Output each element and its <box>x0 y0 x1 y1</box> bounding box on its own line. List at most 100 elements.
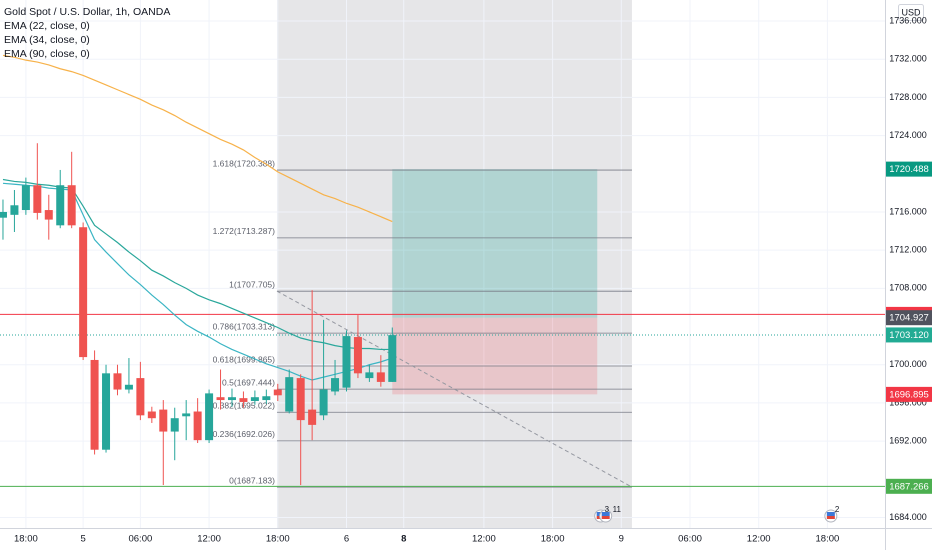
fib-trend-line <box>276 290 633 488</box>
candle-body <box>33 185 42 213</box>
fib-label: 1(1707.705) <box>229 279 275 289</box>
x-tick-label: 8 <box>401 534 406 545</box>
position-target <box>392 169 598 318</box>
price-badge-label: 1696.895 <box>889 389 929 400</box>
price-badge <box>886 386 932 402</box>
candle-body <box>227 397 236 401</box>
candle-body <box>79 227 88 358</box>
price-badge <box>886 161 932 177</box>
fib-label: 0.5(1697.444) <box>222 377 275 387</box>
candle-body <box>285 377 294 412</box>
event-flag <box>826 512 835 516</box>
x-tick-label: 9 <box>619 534 624 545</box>
candle-body <box>365 372 374 379</box>
plot-area: 1.618(1720.388) 1.272(1713.287) 1(1707.705… <box>0 0 885 528</box>
y-tick-label: 1700.000 <box>889 359 927 369</box>
fib-label: 0.618(1699.865) <box>213 354 276 364</box>
x-tick-label: 18:00 <box>541 534 565 545</box>
candle-body <box>10 205 19 215</box>
y-tick-label: 1736.000 <box>889 15 927 25</box>
candle-body <box>0 211 7 218</box>
candle-body <box>273 389 282 396</box>
event-count: 3 <box>605 505 610 514</box>
fib-label: 1.272(1713.287) <box>213 226 276 236</box>
fib-range <box>276 0 632 528</box>
y-tick-label: 1732.000 <box>889 54 927 64</box>
ema-line <box>2 54 393 223</box>
event-flag <box>601 516 610 519</box>
candle-body <box>376 372 385 382</box>
candle-body <box>56 185 65 226</box>
chart-title: Gold Spot / U.S. Dollar, 1h, OANDA <box>4 6 170 18</box>
price-badge-label: 1703.120 <box>889 330 929 341</box>
fib-label: 0.236(1692.026) <box>213 429 276 439</box>
candle-body <box>44 210 53 220</box>
y-tick-label: 1712.000 <box>889 245 927 255</box>
x-tick-label: 18:00 <box>816 534 840 545</box>
candle-body <box>216 397 225 401</box>
x-tick-label: 12:00 <box>197 534 221 545</box>
event-marker: 2 <box>824 505 840 523</box>
candle-body <box>388 335 397 382</box>
legend-entry: EMA (90, close, 0) <box>4 48 90 60</box>
candle-body <box>319 389 328 416</box>
candle-body <box>170 418 179 432</box>
x-tick-label: 18:00 <box>266 534 290 545</box>
candle-body <box>205 393 214 441</box>
candle-body <box>353 337 362 374</box>
y-tick-label: 1696.000 <box>889 397 927 407</box>
event-marker: 3 11 <box>594 505 622 523</box>
x-tick-label: 6 <box>344 534 349 545</box>
candle-body <box>308 409 317 425</box>
header: Gold Spot / U.S. Dollar, 1h, OANDA EMA (… <box>4 6 170 60</box>
y-tick-label: 1692.000 <box>889 435 927 445</box>
candle-body <box>262 396 271 401</box>
position-stop <box>392 317 598 395</box>
fib-label: 1.618(1720.388) <box>213 158 276 168</box>
candle-body <box>239 398 248 402</box>
event-count: 11 <box>613 505 622 514</box>
currency: USD <box>901 7 921 17</box>
fib-label: 0.786(1703.313) <box>213 321 276 331</box>
x-tick-label: 06:00 <box>128 534 152 545</box>
price-badge-label: 1720.488 <box>889 164 929 175</box>
price-badge <box>886 310 932 326</box>
event-flag <box>826 516 835 519</box>
candle-body <box>136 378 145 416</box>
candle-body <box>21 185 30 211</box>
y-tick-label: 1708.000 <box>889 283 927 293</box>
candle-body <box>331 378 340 392</box>
x-tick-label: 5 <box>80 534 85 545</box>
candle-body <box>147 411 156 419</box>
legend-entry: EMA (22, close, 0) <box>4 20 90 32</box>
candle-body <box>250 397 259 402</box>
x-tick-label: 12:00 <box>747 534 771 545</box>
x-tick-label: 12:00 <box>472 534 496 545</box>
candle-body <box>193 411 202 441</box>
price-badge-label: 1704.927 <box>889 313 929 324</box>
candle-body <box>296 378 305 421</box>
price-badge-label: 1687.266 <box>889 481 929 492</box>
candle-body <box>67 185 76 226</box>
candle-body <box>124 384 133 390</box>
event-flag <box>601 512 610 516</box>
x-tick-label: 18:00 <box>14 534 38 545</box>
y-tick-label: 1728.000 <box>889 92 927 102</box>
legend-entry: EMA (34, close, 0) <box>4 34 90 46</box>
y-tick-label: 1684.000 <box>889 512 927 522</box>
price-badge <box>886 327 932 343</box>
candle-body <box>182 413 191 417</box>
y-tick-label: 1716.000 <box>889 206 927 216</box>
currency-box[interactable] <box>898 4 924 21</box>
candle-body <box>159 409 168 432</box>
candle-body <box>90 359 99 450</box>
price-badge <box>886 478 932 494</box>
event-count: 2 <box>835 505 840 514</box>
candle-body <box>102 373 111 450</box>
candle-body <box>113 373 122 390</box>
y-tick-label: 1724.000 <box>889 130 927 140</box>
fib-label: 0(1687.183) <box>229 475 275 485</box>
candle-body <box>342 336 351 388</box>
